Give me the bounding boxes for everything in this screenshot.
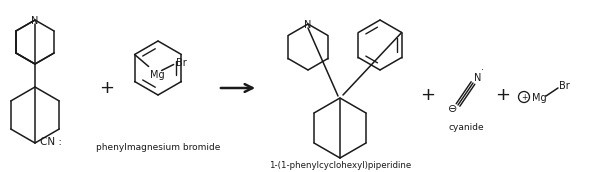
Text: +: +	[496, 86, 510, 104]
Text: 1-(1-phenylcyclohexyl)piperidine: 1-(1-phenylcyclohexyl)piperidine	[269, 162, 411, 170]
Text: N: N	[32, 16, 39, 26]
Text: Br: Br	[176, 57, 187, 67]
Text: N: N	[474, 73, 482, 83]
Text: phenylmagnesium bromide: phenylmagnesium bromide	[96, 143, 220, 153]
Text: +: +	[99, 79, 115, 97]
Text: CN :: CN :	[40, 137, 62, 147]
Text: Br: Br	[559, 81, 570, 91]
Text: +: +	[521, 93, 527, 101]
Text: cyanide: cyanide	[448, 123, 484, 132]
Text: +: +	[421, 86, 436, 104]
Text: ⊖: ⊖	[448, 104, 458, 114]
Text: Mg: Mg	[150, 69, 164, 79]
Text: Mg: Mg	[532, 93, 547, 103]
Text: N: N	[304, 20, 311, 30]
Text: ˙: ˙	[479, 69, 484, 79]
